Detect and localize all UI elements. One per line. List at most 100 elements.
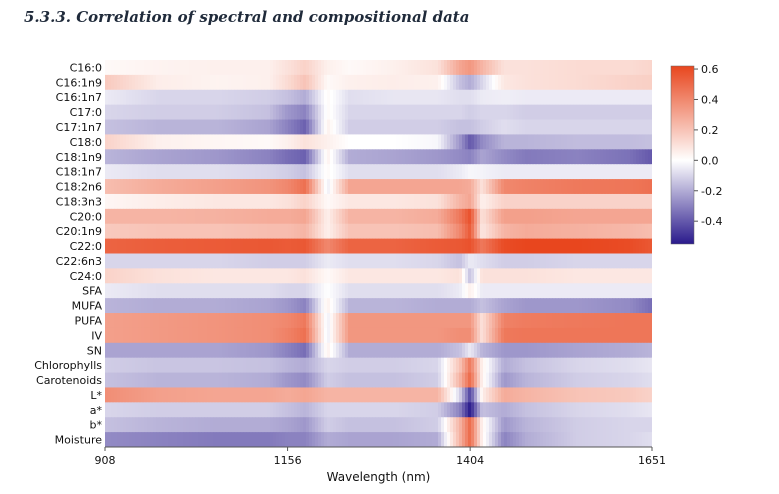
heatmap-cell — [174, 283, 178, 299]
heatmap-cell — [594, 134, 598, 150]
heatmap-cell — [267, 432, 271, 448]
heatmap-cell — [300, 149, 304, 165]
heatmap-cell — [396, 119, 400, 135]
heatmap-cell — [459, 164, 463, 180]
heatmap-cell — [444, 417, 448, 433]
heatmap-cell — [519, 208, 523, 225]
heatmap-cell — [606, 402, 610, 418]
heatmap-cell — [261, 89, 265, 106]
heatmap-cell — [138, 179, 142, 195]
heatmap-cell — [144, 164, 148, 180]
heatmap-cell — [267, 179, 271, 195]
heatmap-cell — [261, 372, 265, 388]
heatmap-cell — [384, 74, 388, 91]
heatmap-cell — [399, 313, 403, 329]
heatmap-cell — [378, 313, 382, 329]
heatmap-cell — [372, 372, 376, 388]
heatmap-cell — [441, 268, 445, 284]
heatmap-cell — [387, 357, 391, 373]
heatmap-cell — [504, 74, 508, 91]
heatmap-cell — [348, 417, 352, 433]
heatmap-cell — [540, 327, 544, 344]
heatmap-cell — [642, 253, 646, 269]
heatmap-cell — [603, 327, 607, 344]
heatmap-cell — [474, 208, 478, 225]
heatmap-cell — [357, 372, 361, 388]
heatmap-cell — [351, 74, 355, 91]
heatmap-cell — [627, 387, 631, 403]
heatmap-cell — [189, 74, 193, 91]
heatmap-cell — [516, 357, 520, 373]
heatmap-cell — [642, 298, 646, 314]
heatmap-cell — [327, 283, 331, 299]
heatmap-cell — [156, 313, 160, 329]
heatmap-cell — [630, 313, 634, 329]
heatmap-cell — [342, 238, 346, 254]
heatmap-cell — [564, 104, 568, 120]
heatmap-cell — [183, 298, 187, 314]
heatmap-cell — [375, 223, 379, 240]
heatmap-cell — [159, 283, 163, 299]
heatmap-cell — [351, 387, 355, 403]
heatmap-cell — [291, 357, 295, 373]
heatmap-cell — [255, 179, 259, 195]
heatmap-cell — [561, 298, 565, 314]
heatmap-cell — [516, 74, 520, 91]
heatmap-cell — [441, 60, 445, 76]
heatmap-cell — [174, 208, 178, 225]
heatmap-cell — [543, 193, 547, 210]
heatmap-cell — [255, 268, 259, 284]
heatmap-cell — [168, 149, 172, 165]
heatmap-cell — [288, 387, 292, 403]
heatmap-cell — [324, 179, 328, 195]
heatmap-cell — [237, 417, 241, 433]
heatmap-cell — [168, 327, 172, 344]
heatmap-cell — [129, 253, 133, 269]
heatmap-cell — [108, 372, 112, 388]
heatmap-cell — [357, 283, 361, 299]
heatmap-cell — [213, 387, 217, 403]
heatmap-cell — [474, 60, 478, 76]
heatmap-cell — [321, 60, 325, 76]
heatmap-cell — [261, 104, 265, 120]
heatmap-cell — [150, 313, 154, 329]
heatmap-cell — [372, 223, 376, 240]
heatmap-cell — [561, 164, 565, 180]
heatmap-cell — [531, 238, 535, 254]
heatmap-cell — [552, 372, 556, 388]
heatmap-cell — [363, 193, 367, 210]
row-label: C18:2n6 — [56, 181, 102, 194]
heatmap-cell — [426, 327, 430, 344]
heatmap-cell — [189, 238, 193, 254]
heatmap-cell — [240, 402, 244, 418]
heatmap-cell — [219, 193, 223, 210]
heatmap-cell — [453, 74, 457, 91]
heatmap-cell — [393, 223, 397, 240]
heatmap-cell — [174, 134, 178, 150]
heatmap-cell — [522, 60, 526, 76]
heatmap-cell — [240, 268, 244, 284]
heatmap-cell — [543, 149, 547, 165]
heatmap-cell — [372, 402, 376, 418]
heatmap-cell — [627, 327, 631, 344]
heatmap-cell — [474, 134, 478, 150]
heatmap-cell — [270, 357, 274, 373]
heatmap-cell — [444, 313, 448, 329]
heatmap-cell — [210, 417, 214, 433]
heatmap-cell — [207, 104, 211, 120]
heatmap-cell — [600, 417, 604, 433]
heatmap-cell — [459, 208, 463, 225]
heatmap-cell — [561, 402, 565, 418]
heatmap-cell — [537, 357, 541, 373]
heatmap-cell — [147, 149, 151, 165]
heatmap-cell — [606, 223, 610, 240]
heatmap-cell — [612, 223, 616, 240]
row-label: Chlorophylls — [34, 359, 102, 372]
heatmap-cell — [216, 327, 220, 344]
heatmap-cell — [573, 327, 577, 344]
heatmap-cell — [348, 327, 352, 344]
heatmap-cell — [306, 342, 310, 359]
heatmap-cell — [519, 283, 523, 299]
heatmap-cell — [426, 60, 430, 76]
heatmap-cell — [336, 223, 340, 240]
